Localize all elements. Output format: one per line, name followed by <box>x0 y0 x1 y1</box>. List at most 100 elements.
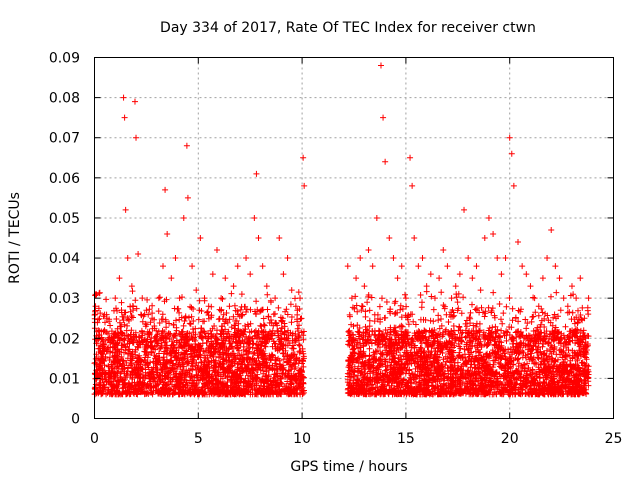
data-point <box>386 235 393 241</box>
data-point <box>92 303 99 310</box>
data-point <box>377 62 384 69</box>
data-point <box>423 283 430 290</box>
data-point <box>436 275 443 282</box>
data-point <box>301 182 308 189</box>
data-point <box>477 287 484 294</box>
data-point <box>398 263 405 270</box>
data-point <box>539 275 546 282</box>
data-point <box>176 295 183 302</box>
y-tick-label: 0.08 <box>49 91 80 107</box>
y-tick-labels: 0 0.01 0.02 0.03 0.04 0.05 0.06 0.07 0.08 0.09 <box>49 51 80 428</box>
data-point <box>300 154 307 161</box>
data-point <box>122 206 129 213</box>
data-point <box>552 263 559 270</box>
data-point <box>99 343 106 350</box>
data-point <box>515 239 522 246</box>
marker-cloud <box>91 288 592 398</box>
data-point <box>510 182 517 189</box>
y-tick-label: 0 <box>71 412 80 428</box>
data-point <box>288 287 295 294</box>
data-point <box>382 158 389 165</box>
data-markers-bulk <box>91 288 592 398</box>
data-point <box>234 263 241 270</box>
data-point <box>568 283 575 290</box>
data-point <box>147 319 154 326</box>
y-tick-label: 0.06 <box>49 171 80 187</box>
data-point <box>172 255 179 262</box>
data-point <box>218 295 225 302</box>
data-point <box>160 263 167 270</box>
x-tick-label: 5 <box>194 431 203 447</box>
data-point <box>197 235 204 241</box>
data-point <box>380 114 387 121</box>
data-point <box>573 295 580 302</box>
data-point <box>209 271 216 278</box>
x-tick-label: 0 <box>90 431 99 447</box>
data-point <box>560 295 567 302</box>
data-point <box>201 295 208 302</box>
data-point <box>139 295 146 302</box>
data-point <box>121 114 128 121</box>
data-point <box>440 247 447 254</box>
data-point <box>431 295 438 302</box>
data-point <box>452 283 459 290</box>
y-tick-label: 0.05 <box>49 211 80 227</box>
axis-ticks <box>94 57 614 419</box>
data-point <box>155 295 162 302</box>
data-point <box>124 255 131 262</box>
data-point <box>255 235 262 241</box>
data-point <box>189 263 196 270</box>
data-point <box>373 214 380 221</box>
data-point <box>230 283 237 290</box>
data-point <box>263 283 270 290</box>
x-tick-label: 20 <box>501 431 519 447</box>
chart-title: Day 334 of 2017, Rate Of TEC Index for r… <box>160 20 536 36</box>
data-point <box>276 235 283 241</box>
data-point <box>348 295 355 302</box>
data-point <box>585 295 592 302</box>
data-point <box>481 235 488 241</box>
data-point <box>407 154 414 161</box>
data-point <box>222 275 229 282</box>
data-point <box>469 275 476 282</box>
x-tick-label: 25 <box>605 431 623 447</box>
data-point <box>103 315 110 322</box>
data-point <box>544 255 551 262</box>
data-point <box>135 251 142 258</box>
data-point <box>473 263 480 270</box>
data-point <box>409 182 416 189</box>
data-point <box>238 291 245 298</box>
data-point <box>527 283 534 290</box>
data-point <box>168 275 175 282</box>
data-point <box>523 271 530 278</box>
data-point <box>402 295 409 302</box>
plot-frame <box>94 57 614 419</box>
data-point <box>564 303 571 310</box>
data-point <box>581 315 588 322</box>
data-point <box>284 255 291 262</box>
y-tick-label: 0.07 <box>49 131 80 147</box>
data-point <box>456 271 463 278</box>
data-markers <box>92 62 592 350</box>
data-point <box>292 303 299 310</box>
data-point <box>297 295 304 302</box>
data-point <box>577 275 584 282</box>
y-tick-label: 0.04 <box>49 251 80 267</box>
data-point <box>131 98 138 105</box>
x-tick-label: 10 <box>293 431 311 447</box>
data-point <box>490 230 497 237</box>
y-tick-label: 0.03 <box>49 291 80 307</box>
data-point <box>465 255 472 262</box>
data-point <box>193 287 200 294</box>
data-point <box>143 307 150 314</box>
data-point <box>116 275 123 282</box>
data-point <box>365 247 372 254</box>
data-point <box>419 255 426 262</box>
data-point <box>390 255 397 262</box>
data-point <box>108 335 115 342</box>
data-point <box>95 327 102 334</box>
data-point <box>556 275 563 282</box>
data-point <box>361 283 368 290</box>
data-point <box>133 134 140 141</box>
